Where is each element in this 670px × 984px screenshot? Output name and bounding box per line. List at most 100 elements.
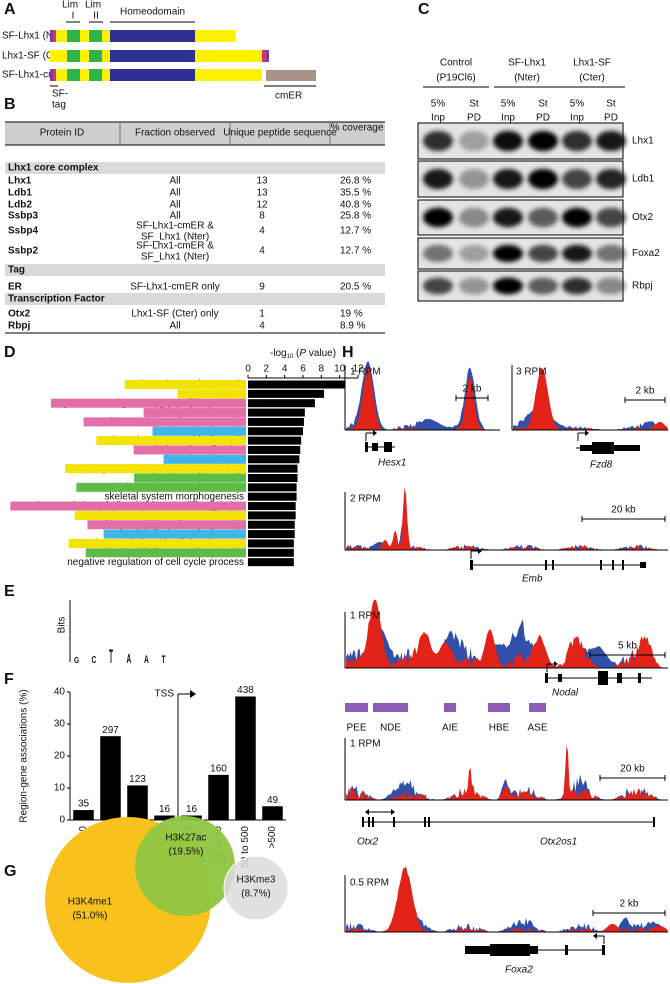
panel-letter: F: [4, 671, 14, 688]
exon: [552, 560, 554, 570]
peptides: 9: [259, 282, 265, 293]
exon: [602, 945, 605, 955]
fraction: All: [169, 321, 180, 332]
set-pct: (51.0%): [72, 911, 107, 922]
peptides: 13: [256, 188, 268, 199]
protein-id: ER: [8, 282, 23, 293]
band: [423, 277, 453, 295]
count-label: 438: [237, 685, 254, 696]
motif-letter: A: [127, 653, 132, 667]
arrowhead: [373, 430, 377, 436]
arrowhead: [478, 548, 482, 554]
enhancer-label: NDE: [380, 723, 401, 734]
highlight: [96, 436, 246, 446]
header-band: [5, 122, 385, 145]
highlight: [134, 473, 246, 483]
band: [562, 277, 592, 295]
signal: [346, 745, 668, 800]
motif-letter: A: [144, 653, 149, 665]
band: [562, 130, 592, 152]
gene-name: Otx2os1: [540, 837, 577, 848]
protein-label: Lhx1: [632, 136, 654, 147]
bar: [262, 806, 283, 820]
bar: [248, 417, 304, 426]
protein-label: Otx2: [632, 212, 654, 223]
domain-label: II: [93, 11, 99, 22]
x-tick-label: 8: [319, 364, 325, 375]
protein-id: Ldb1: [8, 188, 32, 199]
exon: [617, 673, 622, 683]
enhancer: [345, 703, 368, 712]
protein-label: Ldb1: [632, 174, 655, 185]
rpm-label: 0.5 RPM: [350, 878, 389, 889]
scale-label: 2 kb: [620, 899, 639, 910]
band: [596, 207, 626, 228]
band: [528, 168, 558, 190]
rpm-label: 1 RPM: [350, 611, 381, 622]
coverage: 8.9 %: [340, 321, 366, 332]
signal: [346, 367, 500, 430]
construct-label: SF-Lhx1-cmER: [2, 70, 70, 81]
exon: [372, 817, 374, 827]
count-label: 297: [102, 725, 119, 736]
band: [528, 130, 558, 152]
tag-label: cmER: [275, 91, 302, 102]
peptides: 13: [256, 176, 268, 187]
enhancer: [373, 703, 408, 712]
bar: [248, 427, 303, 436]
tag-label: tag: [52, 100, 66, 111]
coverage: 25.8 %: [340, 211, 371, 222]
band: [493, 168, 523, 190]
section-title: Transcription Factor: [8, 294, 105, 305]
exon: [365, 442, 368, 452]
enhancer-label: ASE: [527, 723, 547, 734]
bar: [248, 548, 294, 557]
gene-name: Otx2: [357, 837, 379, 848]
rpm-label: 3 RPM: [516, 367, 547, 378]
exon: [565, 945, 568, 955]
highlight: [68, 538, 246, 548]
highlight: [87, 520, 246, 530]
set-label: H3Kme3: [237, 875, 276, 886]
y-tick-label: 10: [54, 783, 66, 794]
shape: [50, 69, 53, 81]
gene-name: Fzd8: [590, 460, 613, 471]
bar: [248, 474, 298, 482]
shape: [53, 30, 56, 42]
tag-label: SF-: [52, 89, 68, 100]
exon: [428, 817, 430, 827]
bar: [127, 785, 148, 820]
exon: [424, 817, 426, 827]
shape: [67, 50, 80, 62]
exon: [598, 671, 608, 685]
table-header: Protein ID: [40, 128, 84, 139]
bar: [154, 815, 175, 820]
protein-id: Ssbp4: [8, 226, 38, 237]
exon: [612, 560, 614, 570]
bar: [248, 511, 296, 520]
arrowhead: [190, 690, 196, 698]
band: [562, 207, 592, 228]
y-tick-label: 20: [54, 751, 66, 762]
enhancer-label: PEE: [346, 723, 366, 734]
band: [459, 130, 489, 152]
x-tick-label: 12: [352, 364, 364, 375]
count-label: 49: [267, 795, 279, 806]
highlight: [103, 529, 246, 539]
exon: [530, 946, 538, 954]
arrowhead: [365, 809, 369, 815]
protein-id: Ldb2: [8, 200, 32, 211]
lane-label: PD: [467, 113, 481, 124]
highlight: [83, 417, 246, 427]
arrowhead: [585, 430, 589, 436]
axis-title-part: value): [306, 348, 336, 359]
domain-label: I: [72, 11, 75, 22]
bar: [208, 774, 229, 820]
exon: [490, 944, 530, 956]
panel-letter: D: [4, 344, 16, 361]
band: [596, 168, 626, 190]
band: [423, 207, 453, 228]
coverage: 12.7 %: [340, 246, 371, 257]
coverage: 40.8 %: [340, 200, 371, 211]
band: [562, 244, 592, 263]
